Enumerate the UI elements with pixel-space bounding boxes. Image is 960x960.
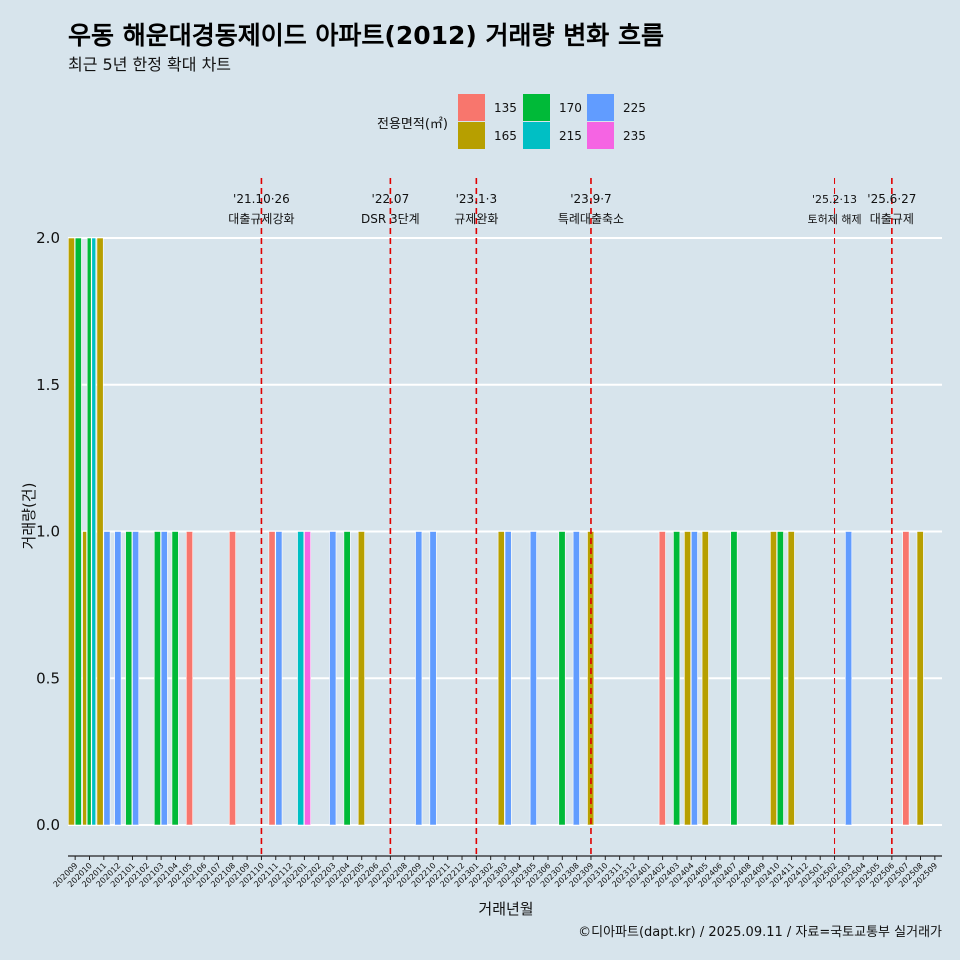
bar-202011-225	[103, 531, 111, 826]
legend-label: 235	[623, 129, 646, 143]
bar-202403-170	[673, 531, 681, 826]
event-label: 규제완화	[454, 212, 498, 226]
x-axis-title: 거래년월	[478, 900, 533, 918]
bar-202303-225	[504, 531, 512, 826]
bar-202101-225	[132, 531, 140, 826]
bar-202101-170	[125, 531, 133, 826]
bar-202009-170	[74, 237, 82, 826]
chart-subtitle: 최근 5년 한정 확대 차트	[68, 55, 231, 74]
bar-202111-135	[268, 531, 276, 826]
bar-202108-135	[228, 531, 236, 826]
y-tick-label: 0.5	[36, 669, 60, 687]
legend-swatch-135	[458, 94, 485, 121]
bar-202209-225	[415, 531, 423, 826]
event-date: '25.6·27	[867, 192, 916, 206]
legend-label: 225	[623, 101, 646, 115]
bar-202405-165	[701, 531, 709, 826]
bar-202305-225	[529, 531, 537, 826]
legend: 전용면적(㎡) 135 165 170 215 225 235	[377, 94, 646, 149]
event-date: '23.1·3	[456, 192, 497, 206]
event-label: DSR 3단계	[361, 212, 420, 226]
legend-title: 전용면적(㎡)	[377, 117, 448, 132]
event-label: 특례대출축소	[558, 212, 624, 226]
y-axis-title: 거래량(건)	[20, 483, 38, 550]
event-markers: '21.10·26 대출규제강화 '22.07 DSR 3단계 '23.1·3 규제완화 '…	[228, 178, 916, 856]
bar-202105-135	[185, 531, 193, 826]
event-label: 대출규제	[870, 212, 914, 226]
event-label: 토허제 해제	[807, 212, 861, 226]
bar-202307-170	[558, 531, 566, 826]
event-label: 대출규제강화	[228, 212, 294, 226]
legend-swatch-235	[587, 122, 614, 149]
legend-label: 170	[559, 101, 582, 115]
bar-202012-225	[114, 531, 122, 826]
bar-202111-225	[275, 531, 283, 826]
bar-202410-170	[776, 531, 784, 826]
bar-202010-170	[86, 237, 92, 826]
bar-202103-225	[160, 531, 168, 826]
bar-202404-225	[690, 531, 698, 826]
event-date: '21.10·26	[233, 192, 290, 206]
bar-202411-165	[787, 531, 795, 826]
bar-202010-215	[91, 237, 97, 826]
bar-202201-215	[297, 531, 305, 826]
bar-202210-225	[429, 531, 437, 826]
bar-202303-165	[497, 531, 505, 826]
bar-202104-170	[171, 531, 179, 826]
bar-202204-170	[343, 531, 351, 826]
legend-swatch-225	[587, 94, 614, 121]
legend-swatch-165	[458, 122, 485, 149]
bar-202404-165	[684, 531, 691, 826]
bar-202407-170	[730, 531, 738, 826]
y-tick-label: 2.0	[36, 229, 60, 247]
bar-202507-135	[902, 531, 910, 826]
legend-swatch-215	[523, 122, 550, 149]
legend-swatch-170	[523, 94, 550, 121]
legend-label: 135	[494, 101, 517, 115]
bar-202103-170	[153, 531, 161, 826]
bar-202402-135	[658, 531, 666, 826]
bars	[67, 237, 924, 826]
bar-202201-235	[304, 531, 311, 826]
bar-202508-165	[916, 531, 924, 826]
caption: ©디아파트(dapt.kr) / 2025.09.11 / 자료=국토교통부 실…	[578, 925, 942, 940]
bar-202503-225	[845, 531, 853, 826]
bar-202410-165	[770, 531, 777, 826]
event-date: '25.2·13	[812, 193, 857, 206]
y-axis-ticks: 0.0 0.5 1.0 1.5 2.0	[36, 229, 60, 834]
y-tick-label: 0.0	[36, 816, 60, 834]
bar-202203-225	[329, 531, 337, 826]
event-date: '22.07	[372, 192, 410, 206]
legend-label: 165	[494, 129, 517, 143]
legend-label: 215	[559, 129, 582, 143]
y-tick-label: 1.5	[36, 376, 60, 394]
bar-202308-225	[572, 531, 580, 826]
event-date: '23.9·7	[570, 192, 611, 206]
y-tick-label: 1.0	[36, 523, 60, 541]
bar-202009-165	[67, 237, 75, 826]
x-axis: 2020092020102020112020122021012021022021…	[52, 855, 942, 889]
chart-title: 우동 해운대경동제이드 아파트(2012) 거래량 변화 흐름	[68, 21, 664, 50]
bar-202011-165	[96, 237, 104, 826]
bar-202010-165	[82, 531, 87, 826]
bar-202205-165	[357, 531, 365, 826]
